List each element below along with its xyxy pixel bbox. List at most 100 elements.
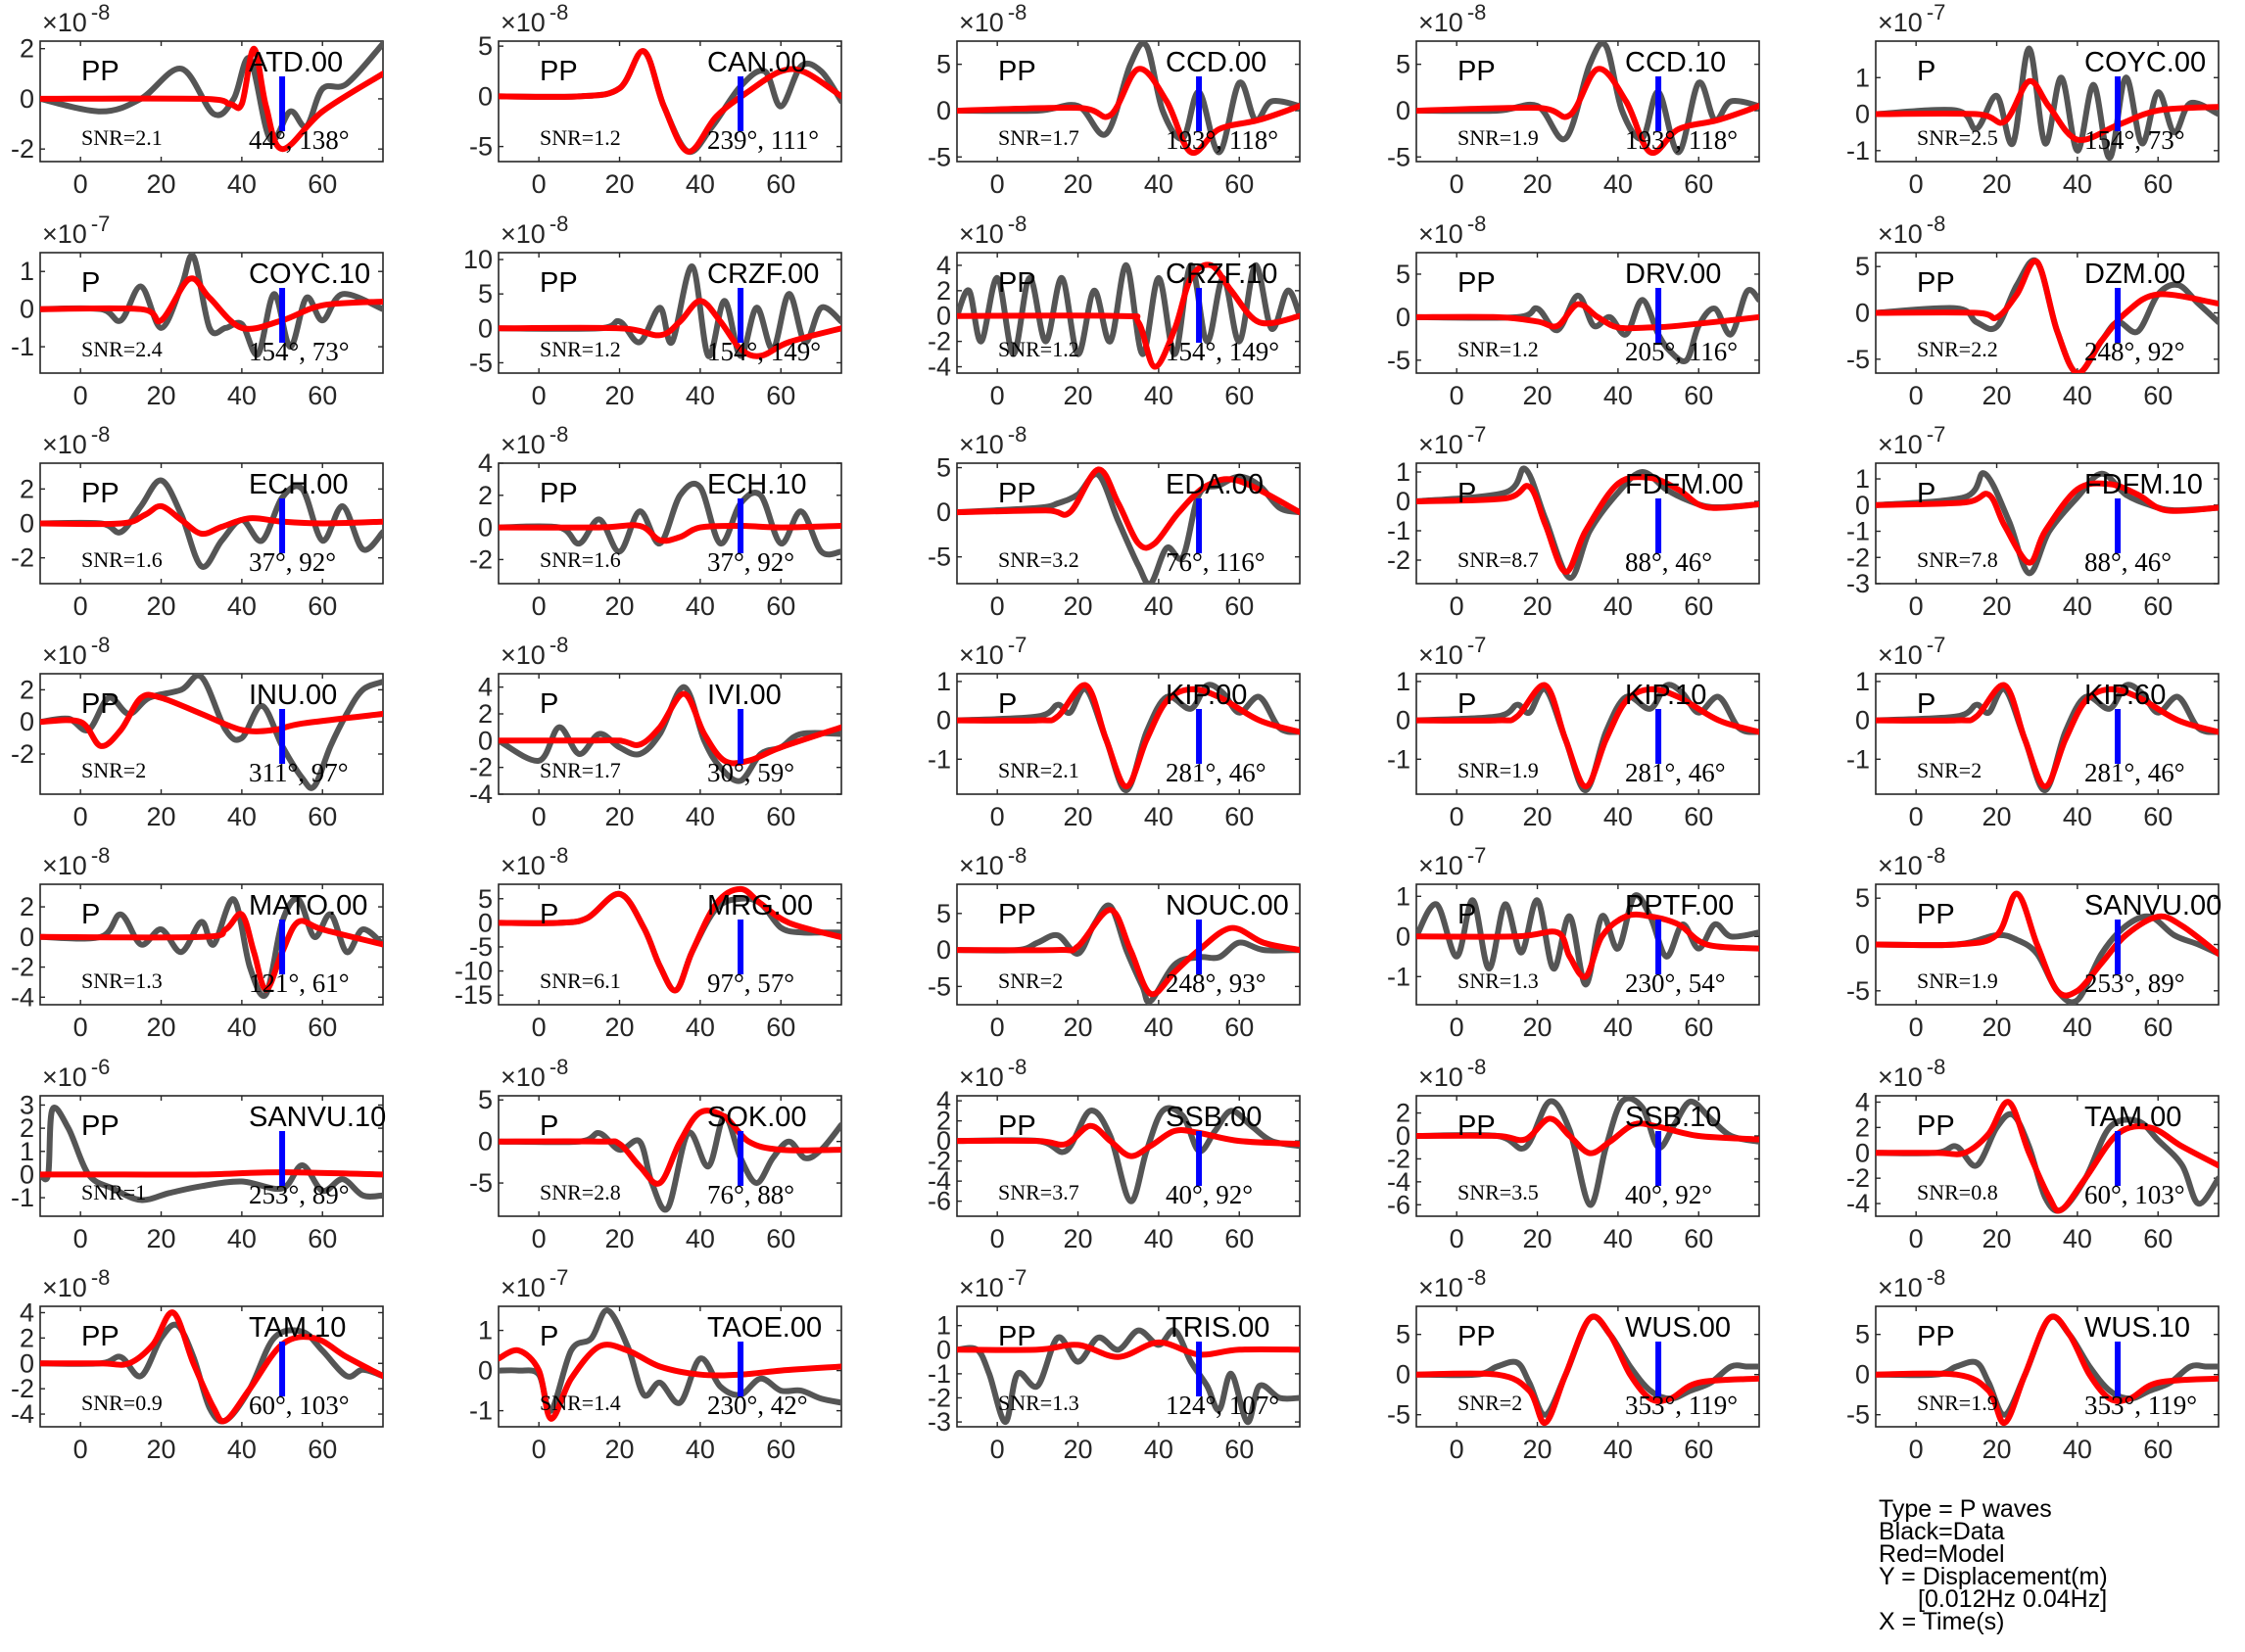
- x-tick-label: 20: [1523, 591, 1552, 621]
- snr-label: SNR=1.7: [998, 125, 1079, 150]
- x-tick-label: 20: [1064, 591, 1093, 621]
- x-tick-label: 60: [1224, 1224, 1254, 1253]
- y-tick-label: -5: [469, 132, 493, 162]
- y-exponent-label: ×10 -8: [1878, 1265, 1945, 1302]
- data-trace: [40, 253, 383, 358]
- x-tick-label: 0: [1909, 169, 1924, 199]
- phase-label: PP: [1457, 1321, 1496, 1352]
- x-tick-label: 0: [1909, 381, 1924, 410]
- y-tick-label: 5: [936, 50, 951, 79]
- angle-label: 353°, 119°: [2084, 1391, 2197, 1420]
- x-tick-label: 0: [532, 1013, 547, 1042]
- y-tick-label: -2: [11, 953, 34, 982]
- x-tick-label: 0: [1450, 802, 1464, 831]
- x-tick-label: 0: [1450, 1435, 1464, 1464]
- y-tick-label: 0: [20, 1159, 34, 1189]
- x-tick-label: 60: [766, 591, 795, 621]
- y-tick-label: 2: [20, 1323, 34, 1352]
- y-tick-label: -5: [469, 1168, 493, 1198]
- snr-label: SNR=1.9: [1457, 125, 1539, 150]
- station-label: CRZF.00: [707, 259, 819, 290]
- model-trace: [957, 261, 1300, 370]
- phase-label: P: [1917, 56, 1935, 87]
- x-tick-label: 20: [147, 1013, 176, 1042]
- angle-label: 60°, 103°: [2084, 1180, 2185, 1209]
- x-tick-label: 60: [1684, 1224, 1713, 1253]
- panel-kip-00: 0 20 40 60 -1 0 1 ×10 -7 P KIP.00 SNR=2.1 281°, 46°: [928, 633, 1301, 831]
- angle-label: 37°, 92°: [249, 547, 336, 577]
- y-tick-label: 5: [1396, 260, 1410, 289]
- x-tick-label: 40: [227, 1013, 257, 1042]
- model-trace: [499, 1342, 841, 1422]
- model-trace: [1416, 301, 1759, 332]
- y-tick-label: -6: [928, 1187, 951, 1216]
- x-tick-label: 20: [1064, 1224, 1093, 1253]
- x-tick-label: 20: [1523, 1013, 1552, 1042]
- data-trace: [957, 902, 1300, 1005]
- phase-label: PP: [540, 267, 578, 299]
- y-tick-label: 5: [478, 884, 493, 914]
- x-tick-label: 60: [1224, 1013, 1254, 1042]
- x-tick-label: 0: [73, 591, 88, 621]
- x-tick-label: 0: [1450, 1224, 1464, 1253]
- x-tick-label: 20: [605, 169, 635, 199]
- axes-frame: [1415, 40, 1760, 163]
- angle-label: 281°, 46°: [1166, 758, 1266, 787]
- y-tick-label: -1: [11, 332, 34, 361]
- panel-eda-00: 0 20 40 60 -5 0 5 ×10 -8 PP EDA.00 SNR=3.2 76°, 116°: [928, 422, 1301, 621]
- y-exponent-label: ×10 -8: [1878, 212, 1945, 249]
- x-tick-label: 60: [308, 1013, 337, 1042]
- model-trace: [40, 45, 383, 153]
- y-exponent-label: ×10 -8: [42, 633, 110, 670]
- x-tick-label: 40: [2063, 1224, 2092, 1253]
- x-tick-label: 40: [1144, 169, 1173, 199]
- angle-label: 193°, 118°: [1625, 125, 1738, 155]
- angle-label: 230°, 42°: [707, 1391, 808, 1420]
- panel-nouc-00: 0 20 40 60 -5 0 5 ×10 -8 PP NOUC.00 SNR=2 248°, 93°: [928, 843, 1301, 1042]
- y-tick-label: 2: [478, 699, 493, 729]
- x-tick-label: 60: [766, 1224, 795, 1253]
- x-tick-label: 20: [147, 1435, 176, 1464]
- y-tick-label: 2: [1855, 1112, 1870, 1142]
- phase-label: PP: [998, 899, 1036, 930]
- snr-label: SNR=1.2: [540, 125, 621, 150]
- phase-label: P: [1457, 478, 1476, 509]
- station-label: EDA.00: [1166, 469, 1264, 500]
- y-tick-label: -5: [1846, 345, 1870, 374]
- y-exponent-label: ×10 -8: [1418, 0, 1486, 37]
- y-exponent-label: ×10 -8: [42, 422, 110, 459]
- x-tick-label: 60: [766, 1013, 795, 1042]
- x-tick-label: 20: [1523, 1224, 1552, 1253]
- y-tick-label: 5: [1855, 1320, 1870, 1349]
- y-tick-label: -5: [1387, 346, 1410, 375]
- model-trace: [1416, 682, 1759, 790]
- y-exponent-label: ×10 -8: [959, 0, 1027, 37]
- y-tick-label: -1: [469, 1396, 493, 1426]
- angle-label: 353°, 119°: [1625, 1391, 1738, 1420]
- x-tick-label: 60: [1684, 381, 1713, 410]
- y-tick-label: 3: [20, 1090, 34, 1119]
- phase-label: PP: [998, 267, 1036, 299]
- y-tick-label: 0: [936, 935, 951, 965]
- panel-ccd-10: 0 20 40 60 -5 0 5 ×10 -8 PP CCD.10 SNR=1.9 193°, 118…: [1387, 0, 1760, 199]
- panel-sanvu-00: 0 20 40 60 -5 0 5 ×10 -8 PP SANVU.00 SNR=1.9 253°, 8…: [1846, 843, 2221, 1042]
- y-tick-label: 2: [20, 675, 34, 704]
- model-trace: [40, 275, 383, 332]
- station-label: COYC.00: [2084, 47, 2206, 78]
- axes-frame: [39, 1305, 384, 1428]
- snr-label: SNR=2.1: [81, 125, 163, 150]
- x-tick-label: 20: [147, 802, 176, 831]
- snr-label: SNR=1.3: [998, 1391, 1079, 1415]
- y-tick-label: 5: [1396, 50, 1410, 79]
- angle-label: 281°, 46°: [2084, 758, 2185, 787]
- station-label: MATO.00: [249, 890, 367, 921]
- snr-label: SNR=1.7: [540, 758, 621, 782]
- data-trace: [1876, 682, 2219, 793]
- station-label: WUS.00: [1625, 1312, 1731, 1344]
- station-label: FDFM.00: [1625, 469, 1743, 500]
- x-tick-label: 20: [1523, 802, 1552, 831]
- y-tick-label: -5: [1846, 976, 1870, 1006]
- x-tick-label: 60: [766, 381, 795, 410]
